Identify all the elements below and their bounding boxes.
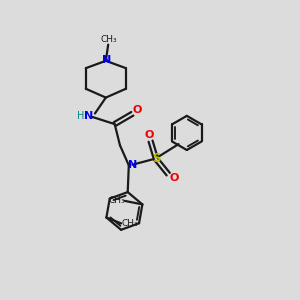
Text: N: N [128, 160, 137, 170]
Text: O: O [145, 130, 154, 140]
Text: CH₃: CH₃ [108, 196, 125, 205]
Text: H: H [77, 111, 85, 122]
Text: O: O [133, 105, 142, 115]
Text: N: N [83, 111, 93, 121]
Text: CH₃: CH₃ [100, 35, 117, 44]
Text: S: S [152, 152, 160, 165]
Text: N: N [102, 55, 111, 65]
Text: CH₃: CH₃ [122, 220, 138, 229]
Text: O: O [169, 173, 179, 183]
